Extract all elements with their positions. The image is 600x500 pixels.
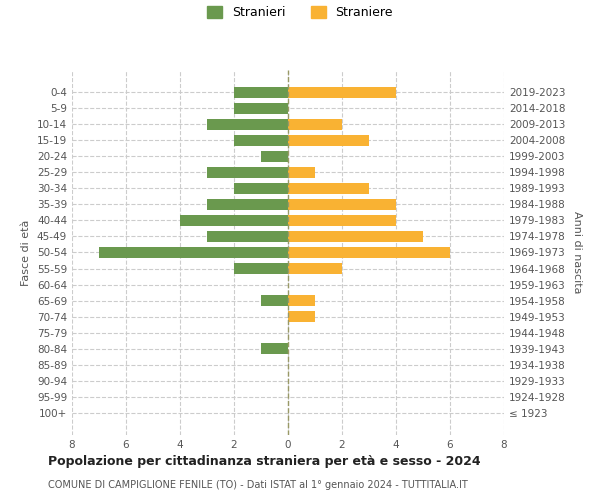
Bar bbox=[288, 311, 315, 322]
Bar bbox=[180, 215, 288, 226]
Bar bbox=[207, 166, 288, 178]
Legend: Stranieri, Straniere: Stranieri, Straniere bbox=[202, 1, 398, 24]
Bar bbox=[207, 199, 288, 210]
Bar bbox=[288, 263, 342, 274]
Bar bbox=[288, 183, 369, 194]
Bar bbox=[234, 263, 288, 274]
Bar bbox=[288, 247, 450, 258]
Bar bbox=[288, 231, 423, 242]
Bar bbox=[99, 247, 288, 258]
Bar bbox=[288, 134, 369, 146]
Bar bbox=[234, 102, 288, 114]
Bar bbox=[261, 295, 288, 306]
Bar bbox=[207, 118, 288, 130]
Text: COMUNE DI CAMPIGLIONE FENILE (TO) - Dati ISTAT al 1° gennaio 2024 - TUTTITALIA.I: COMUNE DI CAMPIGLIONE FENILE (TO) - Dati… bbox=[48, 480, 468, 490]
Bar bbox=[261, 150, 288, 162]
Text: Popolazione per cittadinanza straniera per età e sesso - 2024: Popolazione per cittadinanza straniera p… bbox=[48, 455, 481, 468]
Bar bbox=[261, 343, 288, 354]
Bar bbox=[288, 295, 315, 306]
Bar bbox=[234, 183, 288, 194]
Bar bbox=[288, 86, 396, 98]
Bar bbox=[234, 134, 288, 146]
Bar bbox=[288, 215, 396, 226]
Y-axis label: Anni di nascita: Anni di nascita bbox=[572, 211, 582, 294]
Y-axis label: Fasce di età: Fasce di età bbox=[22, 220, 31, 286]
Bar bbox=[207, 231, 288, 242]
Bar bbox=[288, 199, 396, 210]
Bar bbox=[288, 118, 342, 130]
Bar bbox=[288, 166, 315, 178]
Bar bbox=[234, 86, 288, 98]
